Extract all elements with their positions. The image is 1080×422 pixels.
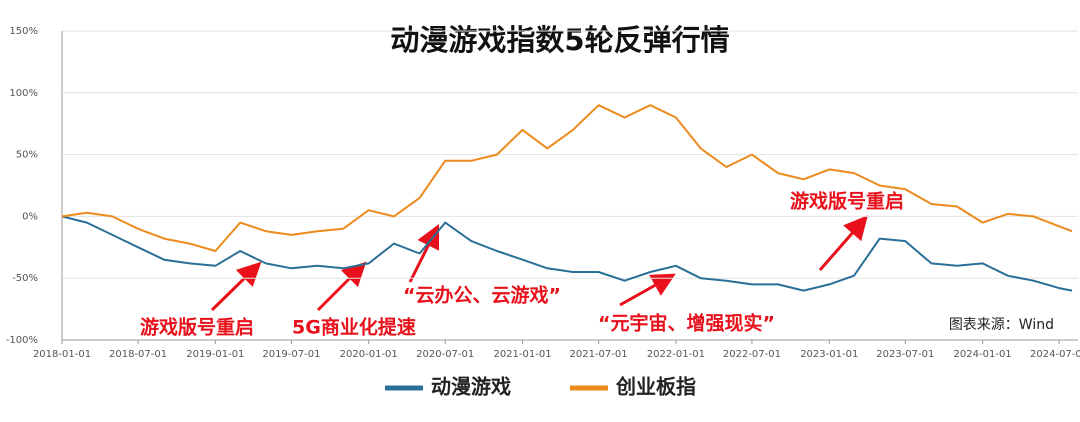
- source-note: 图表来源：Wind: [949, 317, 1054, 333]
- arrows: [210, 215, 868, 312]
- x-tick-label: 2022-01-01: [647, 349, 705, 360]
- y-tick-label: 100%: [9, 88, 38, 99]
- x-tick-label: 2020-07-01: [416, 349, 474, 360]
- x-tick-label: 2020-01-01: [340, 349, 398, 360]
- x-tick-label: 2024-07-01: [1030, 349, 1080, 360]
- x-tick-label: 2018-07-01: [109, 349, 167, 360]
- annotation: “云办公、云游戏”: [403, 284, 561, 307]
- legend-label: 创业板指: [615, 375, 696, 399]
- annotation: 游戏版号重启: [140, 316, 254, 339]
- y-tick-label: 50%: [16, 150, 38, 161]
- y-tick-label: -100%: [6, 335, 38, 346]
- annotation: “元宇宙、增强现实”: [598, 312, 775, 335]
- y-tick-label: -50%: [12, 273, 38, 284]
- x-tick-label: 2024-01-01: [954, 349, 1012, 360]
- x-tick-label: 2023-01-01: [800, 349, 858, 360]
- x-tick-label: 2022-07-01: [723, 349, 781, 360]
- annotation: 游戏版号重启: [790, 190, 904, 213]
- legend-label: 动漫游戏: [431, 375, 511, 399]
- x-tick-label: 2019-01-01: [186, 349, 244, 360]
- x-tick-label: 2023-07-01: [876, 349, 934, 360]
- annotation: 5G商业化提速: [292, 316, 416, 339]
- x-tick-label: 2021-01-01: [493, 349, 551, 360]
- chart-title: 动漫游戏指数5轮反弹行情: [390, 23, 729, 57]
- series-line: [61, 215, 1073, 292]
- x-tick-label: 2018-01-01: [33, 349, 91, 360]
- series-line: [61, 104, 1073, 252]
- x-tick-label: 2021-07-01: [570, 349, 628, 360]
- y-tick-label: 150%: [9, 26, 38, 37]
- y-tick-label: 0%: [22, 211, 38, 222]
- x-tick-label: 2019-07-01: [262, 349, 320, 360]
